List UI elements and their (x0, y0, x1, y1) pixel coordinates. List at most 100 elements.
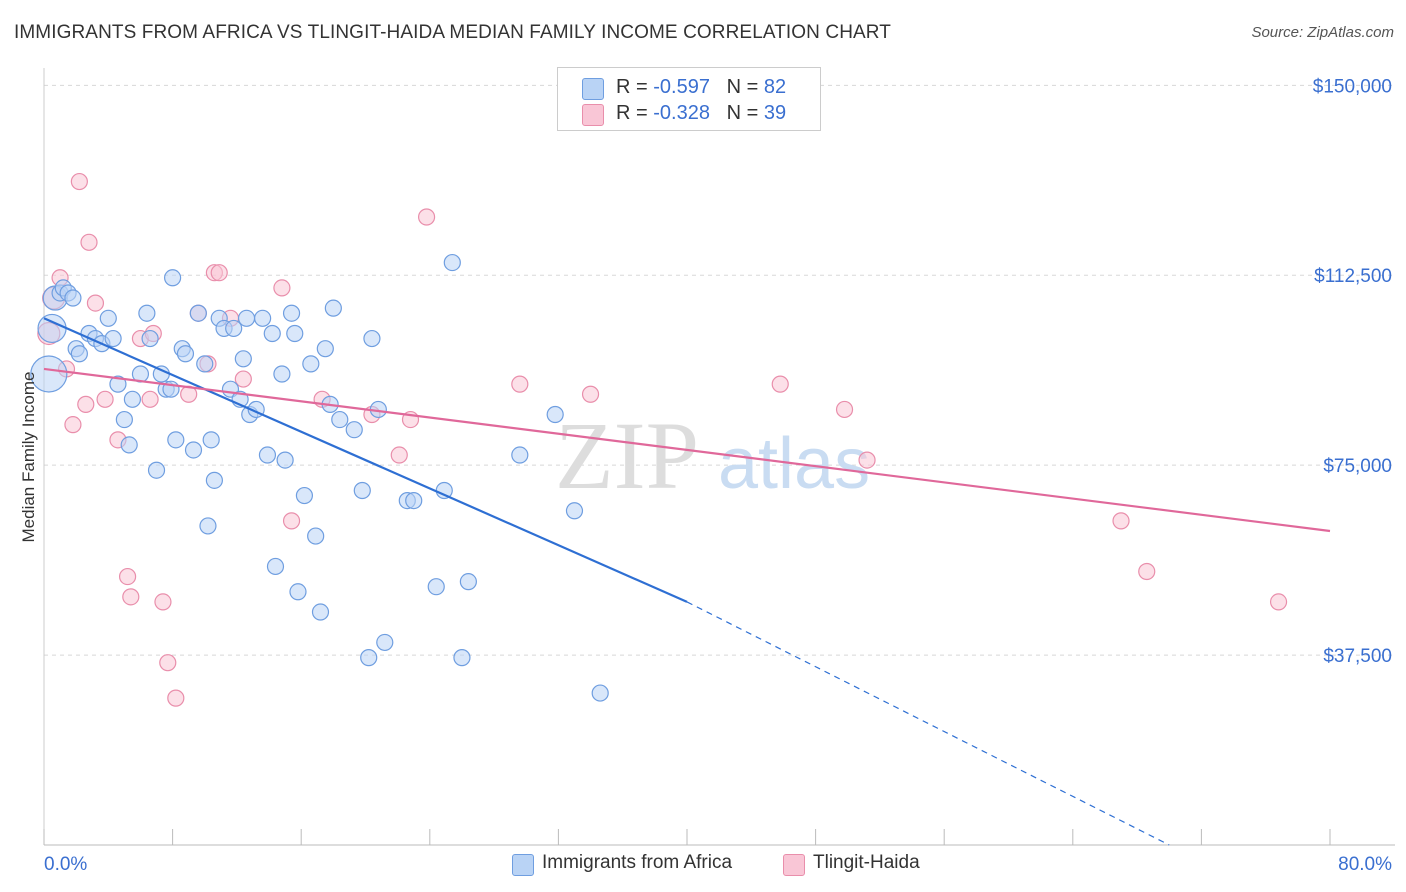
data-point-tlingit-haida (511, 375, 529, 393)
r-label: R = (616, 76, 654, 98)
legend-swatch-pink (582, 104, 604, 126)
watermark: ZIP atlas (555, 402, 870, 509)
data-point-tlingit-haida (1269, 593, 1288, 611)
data-point-tlingit-haida (118, 567, 137, 586)
data-point-tlingit-haida (581, 385, 600, 403)
data-point-immigrants-from-africa (443, 253, 461, 272)
data-point-immigrants-from-africa (258, 446, 277, 464)
data-point-immigrants-from-africa (147, 461, 166, 479)
data-point-tlingit-haida (167, 689, 185, 707)
trend-lines (43, 317, 1331, 846)
data-point-immigrants-from-africa (30, 355, 68, 393)
data-point-immigrants-from-africa (254, 309, 272, 327)
data-point-tlingit-haida (1138, 562, 1156, 581)
legend-swatch-pink (783, 854, 805, 876)
chart-source: Source: ZipAtlas.com (1251, 24, 1394, 41)
data-point-immigrants-from-africa (591, 684, 609, 702)
data-point-immigrants-from-africa (205, 471, 223, 489)
data-point-immigrants-from-africa (289, 583, 307, 601)
data-point-immigrants-from-africa (167, 431, 185, 449)
r-label: R = (616, 102, 654, 124)
n-label: N = (726, 102, 764, 124)
data-point-immigrants-from-africa (353, 481, 371, 500)
data-point-tlingit-haida (282, 512, 301, 530)
watermark-zip: ZIP (555, 402, 699, 509)
data-point-immigrants-from-africa (123, 390, 142, 408)
data-point-immigrants-from-africa (427, 578, 445, 596)
axes (43, 68, 1395, 846)
data-point-immigrants-from-africa (141, 329, 159, 348)
trend-line-tlingit (43, 367, 1331, 533)
data-point-immigrants-from-africa (266, 557, 285, 576)
data-point-tlingit-haida (234, 370, 252, 388)
data-point-immigrants-from-africa (376, 633, 394, 652)
r-value-tlingit: -0.328 (653, 102, 710, 124)
data-point-immigrants-from-africa (295, 486, 314, 505)
legend-swatch-blue (582, 78, 604, 100)
legend-label-africa: Immigrants from Africa (542, 852, 733, 873)
data-point-immigrants-from-africa (64, 289, 82, 307)
x-tick-label: 0.0% (44, 854, 87, 875)
data-point-tlingit-haida (70, 172, 88, 191)
legend-swatch-blue (512, 854, 534, 876)
data-point-immigrants-from-africa (311, 603, 330, 621)
data-point-immigrants-from-africa (115, 410, 133, 429)
data-point-tlingit-haida (273, 279, 291, 297)
data-point-immigrants-from-africa (120, 436, 138, 454)
data-point-immigrants-from-africa (459, 573, 477, 591)
n-value-africa: 82 (763, 76, 787, 98)
data-point-tlingit-haida (80, 233, 98, 251)
data-point-immigrants-from-africa (176, 345, 195, 363)
data-point-tlingit-haida (122, 588, 140, 606)
data-point-immigrants-from-africa (511, 446, 529, 464)
x-tick-label: 80.0% (1338, 854, 1392, 875)
data-point-immigrants-from-africa (225, 319, 243, 338)
data-point-immigrants-from-africa (363, 329, 381, 348)
data-point-immigrants-from-africa (196, 355, 214, 373)
grid-lines (44, 84, 1395, 656)
data-point-immigrants-from-africa (302, 355, 320, 373)
data-point-immigrants-from-africa (345, 421, 363, 439)
data-point-immigrants-from-africa (331, 410, 349, 429)
data-point-immigrants-from-africa (202, 431, 220, 449)
data-point-immigrants-from-africa (324, 299, 342, 317)
data-point-tlingit-haida (77, 395, 95, 413)
data-point-immigrants-from-africa (405, 492, 423, 510)
data-point-immigrants-from-africa (70, 345, 88, 363)
data-point-immigrants-from-africa (164, 269, 182, 287)
y-tick-labels: $37,500 $75,000 $112,500 $150,000 (1313, 76, 1392, 667)
data-point-tlingit-haida (154, 593, 172, 611)
y-tick-label: $37,500 (1323, 646, 1392, 667)
data-point-immigrants-from-africa (109, 375, 127, 393)
data-point-immigrants-from-africa (282, 304, 301, 322)
data-point-immigrants-from-africa (234, 350, 252, 368)
data-point-immigrants-from-africa (286, 324, 304, 343)
data-point-tlingit-haida (390, 446, 408, 464)
data-point-tlingit-haida (858, 451, 876, 469)
data-point-tlingit-haida (1112, 512, 1130, 530)
data-point-immigrants-from-africa (237, 309, 256, 327)
data-point-immigrants-from-africa (546, 405, 564, 424)
y-tick-label: $75,000 (1323, 456, 1392, 477)
data-point-immigrants-from-africa (99, 309, 117, 327)
data-point-immigrants-from-africa (307, 527, 325, 545)
data-point-immigrants-from-africa (316, 340, 334, 358)
data-point-immigrants-from-africa (276, 451, 294, 469)
data-point-immigrants-from-africa (138, 304, 156, 322)
n-label: N = (726, 76, 764, 98)
data-point-immigrants-from-africa (565, 502, 584, 520)
legend-label-tlingit: Tlingit-Haida (813, 852, 920, 873)
data-point-immigrants-from-africa (104, 329, 122, 348)
data-point-immigrants-from-africa (435, 481, 453, 500)
data-point-immigrants-from-africa (184, 441, 203, 459)
data-point-immigrants-from-africa (453, 649, 471, 667)
data-point-immigrants-from-africa (263, 324, 281, 343)
data-point-tlingit-haida (771, 375, 789, 393)
data-point-immigrants-from-africa (360, 649, 378, 667)
y-tick-label: $150,000 (1313, 76, 1392, 97)
data-point-tlingit-haida (835, 400, 854, 419)
trend-line-africa-extension (686, 601, 1170, 846)
data-point-tlingit-haida (417, 208, 436, 226)
data-point-immigrants-from-africa (273, 365, 291, 383)
